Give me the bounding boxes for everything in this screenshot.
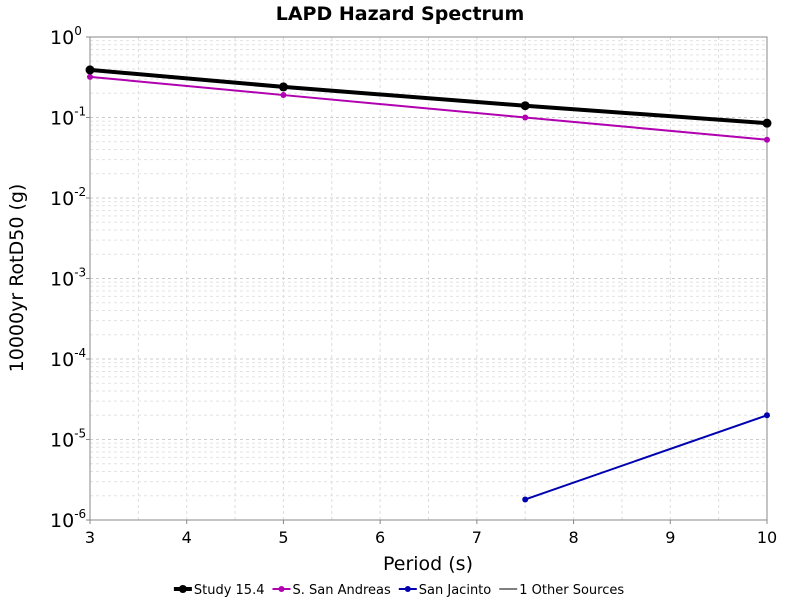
data-point	[280, 92, 287, 99]
legend-label: 1 Other Sources	[519, 583, 624, 598]
x-tick-label: 9	[665, 528, 675, 547]
y-tick-label: 10-6	[50, 507, 86, 532]
x-tick-label: 5	[278, 528, 288, 547]
data-point	[764, 136, 770, 143]
x-tick-label: 4	[182, 528, 192, 547]
y-tick-label: 10-4	[50, 346, 86, 371]
y-tick-label: 10-2	[50, 185, 86, 210]
legend-item-1-other-sources: 1 Other Sources	[499, 583, 624, 598]
series-line	[524, 414, 768, 501]
y-tick-label: 100	[50, 24, 82, 49]
data-point	[520, 101, 530, 111]
x-axis-ticks: 3 4 5 6 7 8 9 10	[85, 520, 777, 547]
series-line	[89, 67, 768, 126]
series-layer	[85, 65, 772, 503]
legend-label: San Jacinto	[419, 583, 491, 598]
y-tick-label: 10-5	[50, 427, 86, 452]
legend-swatch-marker	[404, 586, 411, 592]
data-point	[85, 65, 95, 75]
y-axis-label: 10000yr RotD50 (g)	[6, 184, 28, 373]
data-point	[522, 496, 529, 503]
series-study-15-4	[85, 65, 772, 128]
legend-item-s-san-andreas: S. San Andreas	[272, 583, 392, 598]
series-s-san-andreas	[87, 73, 770, 143]
x-tick-label: 7	[472, 528, 482, 547]
legend: Study 15.4 S. San Andreas San Jacinto 1 Oth…	[173, 583, 624, 598]
legend-item-san-jacinto: San Jacinto	[398, 583, 491, 598]
legend-label: S. San Andreas	[293, 583, 392, 598]
series-san-jacinto	[522, 412, 770, 503]
data-point	[762, 118, 772, 128]
grid-lines	[89, 37, 768, 521]
data-point	[764, 412, 770, 419]
x-tick-label: 10	[757, 528, 777, 547]
chart-title: LAPD Hazard Spectrum	[276, 3, 525, 25]
y-tick-label: 10-1	[50, 105, 86, 130]
data-point	[87, 73, 93, 80]
y-tick-label: 10-3	[50, 266, 86, 291]
data-point	[278, 82, 288, 92]
y-axis-ticks: 100 10-1 10-2 10-3 10-4 10-5 10-6	[50, 24, 90, 532]
legend-swatch-marker	[278, 586, 285, 592]
x-tick-label: 6	[375, 528, 385, 547]
x-tick-label: 8	[568, 528, 578, 547]
x-tick-label: 3	[85, 528, 95, 547]
legend-swatch-marker	[178, 585, 187, 593]
legend-label: Study 15.4	[194, 583, 265, 598]
data-point	[522, 114, 529, 121]
legend-item-study-15-4: Study 15.4	[173, 583, 265, 598]
series-line	[89, 75, 768, 141]
x-axis-label: Period (s)	[383, 553, 473, 575]
